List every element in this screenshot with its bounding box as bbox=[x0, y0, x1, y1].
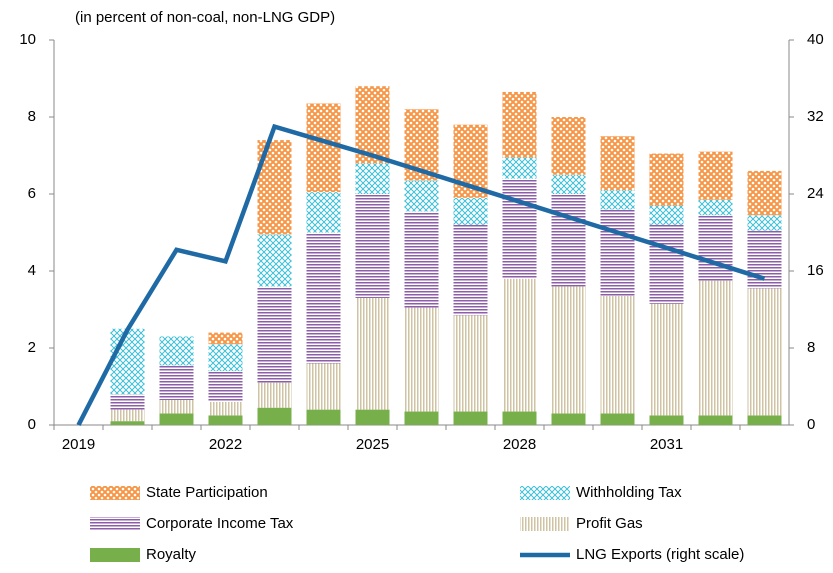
bar-segment bbox=[502, 91, 537, 158]
legend-label: Profit Gas bbox=[576, 515, 643, 532]
bar-segment bbox=[355, 297, 390, 410]
y2-tick-label: 0 bbox=[807, 416, 815, 433]
y-tick-label: 8 bbox=[28, 108, 36, 125]
bar-segment bbox=[747, 215, 782, 231]
bar-segment bbox=[355, 194, 390, 298]
bar-segment bbox=[551, 194, 586, 287]
bar-segment bbox=[747, 230, 782, 289]
legend-label: State Participation bbox=[146, 484, 268, 501]
y2-tick-label: 16 bbox=[807, 262, 824, 279]
bar-segment bbox=[453, 224, 488, 316]
bar-segment bbox=[208, 344, 243, 372]
bar-segment bbox=[747, 415, 782, 425]
y-tick-label: 0 bbox=[28, 416, 36, 433]
y-tick-label: 6 bbox=[28, 185, 36, 202]
bar-segment bbox=[306, 103, 341, 193]
bar-segment bbox=[306, 409, 341, 425]
bar-segment bbox=[600, 296, 635, 414]
x-tick-label: 2025 bbox=[356, 436, 389, 453]
bar-segment bbox=[747, 288, 782, 416]
legend-label: Royalty bbox=[146, 546, 197, 563]
bar-segment bbox=[649, 153, 684, 206]
bar-segment bbox=[453, 315, 488, 412]
bar-segment bbox=[110, 394, 145, 410]
bar-segment bbox=[208, 415, 243, 425]
bar-segment bbox=[159, 365, 194, 400]
bar-segment bbox=[698, 151, 733, 200]
bar-segment bbox=[404, 411, 439, 425]
x-tick-label: 2031 bbox=[650, 436, 683, 453]
bar-segment bbox=[208, 401, 243, 416]
bar-segment bbox=[257, 382, 292, 408]
bar-segment bbox=[453, 197, 488, 225]
bar-segment bbox=[110, 328, 145, 395]
bar-segment bbox=[306, 232, 341, 364]
y2-tick-label: 8 bbox=[807, 339, 815, 356]
bar-segment bbox=[159, 336, 194, 366]
bar-segment bbox=[404, 211, 439, 308]
legend-label: LNG Exports (right scale) bbox=[576, 546, 744, 563]
x-tick-label: 2028 bbox=[503, 436, 536, 453]
bar-segment bbox=[306, 192, 341, 233]
bar-segment bbox=[551, 117, 586, 175]
legend-swatch bbox=[90, 548, 140, 562]
bar-segment bbox=[159, 399, 194, 414]
bar-segment bbox=[110, 409, 145, 422]
bar-segment bbox=[551, 286, 586, 414]
legend-swatch bbox=[520, 486, 570, 500]
bar-segment bbox=[698, 280, 733, 416]
chart-subtitle: (in percent of non-coal, non-LNG GDP) bbox=[75, 9, 335, 26]
bar-segment bbox=[600, 209, 635, 297]
legend-label: Withholding Tax bbox=[576, 484, 682, 501]
bar-segment bbox=[208, 332, 243, 345]
bar-segment bbox=[453, 411, 488, 425]
legend-swatch bbox=[90, 517, 140, 531]
bar-segment bbox=[502, 278, 537, 412]
legend-swatch bbox=[520, 517, 570, 531]
bar-segment bbox=[502, 157, 537, 179]
bar-segment bbox=[698, 415, 733, 425]
bar-segment bbox=[600, 413, 635, 425]
legend-swatch bbox=[90, 486, 140, 500]
x-tick-label: 2022 bbox=[209, 436, 242, 453]
bar-segment bbox=[551, 413, 586, 425]
bar-segment bbox=[551, 174, 586, 194]
bar-segment bbox=[649, 415, 684, 425]
y-tick-label: 10 bbox=[19, 31, 36, 48]
bar-segment bbox=[208, 371, 243, 402]
bar-segment bbox=[404, 307, 439, 412]
bar-segment bbox=[404, 180, 439, 212]
bar-segment bbox=[747, 170, 782, 216]
bar-segment bbox=[355, 409, 390, 425]
x-tick-label: 2019 bbox=[62, 436, 95, 453]
bar-segment bbox=[600, 190, 635, 210]
bar-segment bbox=[698, 215, 733, 281]
bar-segment bbox=[257, 286, 292, 383]
bar-segment bbox=[600, 136, 635, 191]
bar-segment bbox=[698, 199, 733, 216]
bar-segment bbox=[502, 411, 537, 425]
y2-tick-label: 32 bbox=[807, 108, 824, 125]
legend-label: Corporate Income Tax bbox=[146, 515, 294, 532]
bar-segment bbox=[257, 407, 292, 425]
bar-segment bbox=[159, 413, 194, 425]
line-series bbox=[76, 123, 766, 427]
y2-tick-label: 40 bbox=[807, 31, 824, 48]
bar-segment bbox=[355, 163, 390, 194]
bar-segment bbox=[306, 363, 341, 410]
y-tick-label: 4 bbox=[28, 262, 36, 279]
bar-segment bbox=[110, 421, 145, 425]
y2-tick-label: 24 bbox=[807, 185, 824, 202]
bar-segment bbox=[649, 205, 684, 225]
bar-segment bbox=[257, 234, 292, 287]
bar-segment bbox=[649, 303, 684, 416]
bar-segment bbox=[502, 178, 537, 279]
y-tick-label: 2 bbox=[28, 339, 36, 356]
bar-segment bbox=[649, 224, 684, 304]
